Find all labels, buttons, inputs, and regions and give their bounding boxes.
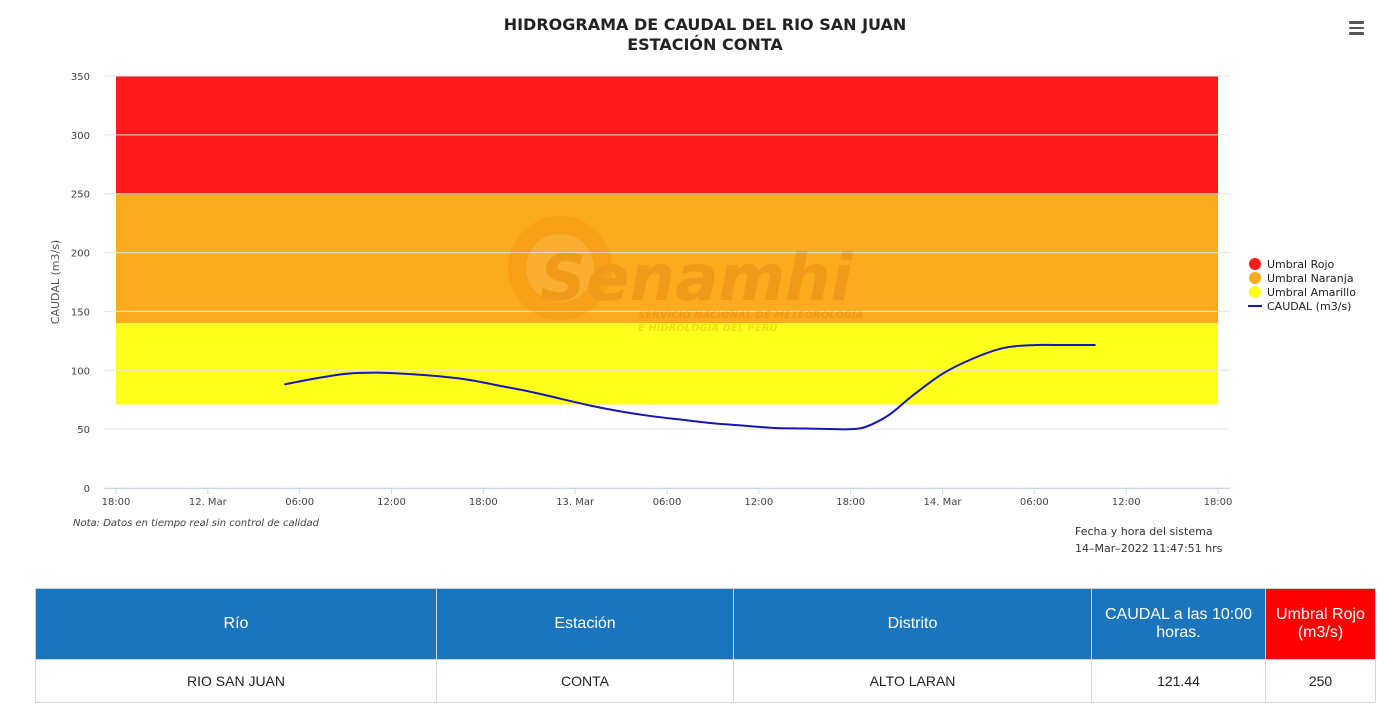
table-row: RIO SAN JUAN CONTA ALTO LARAN 121.44 250 [35,659,1376,703]
cell-caudal: 121.44 [1091,659,1266,703]
quality-note: Nota: Datos en tiempo real sin control d… [73,518,319,529]
x-tick-label: 12:00 [1112,497,1141,508]
x-tick-label: 12:00 [377,497,406,508]
x-tick-label: 06:00 [285,497,314,508]
header-distrito: Distrito [733,588,1092,660]
y-tick-label: 300 [71,131,90,142]
chart-subtitle: ESTACIÓN CONTA [627,35,783,54]
y-tick-label: 250 [71,190,90,201]
menu-bar [1348,32,1364,35]
header-estacion: Estación [436,588,734,660]
y-tick-label: 100 [71,366,90,377]
watermark-brand: Senamhi [540,242,854,316]
x-tick-label: 18:00 [1204,497,1233,508]
system-time: Fecha y hora del sistema 14–Mar–2022 11:… [1075,523,1222,557]
x-tick-label: 06:00 [653,497,682,508]
senamhi-watermark: Senamhi SERVICIO NACIONAL DE METEOROLOGÍ… [508,216,864,334]
x-tick-label: 12:00 [744,497,773,508]
cell-estacion: CONTA [436,659,734,703]
y-tick-label: 200 [71,249,90,260]
legend-label: CAUDAL (m3/s) [1267,300,1351,313]
chart-svg: HIDROGRAMA DE CAUDAL DEL RIO SAN JUAN ES… [49,15,1356,508]
legend-marker-2 [1249,286,1261,298]
system-time-label: Fecha y hora del sistema [1075,525,1213,538]
cell-umbral-rojo: 250 [1265,659,1376,703]
legend-marker-1 [1249,272,1261,284]
series-line-caudal [284,343,1096,431]
y-axis-title: CAUDAL (m3/s) [49,240,62,324]
menu-bar [1348,26,1364,29]
y-tick-label: 50 [77,425,90,436]
cell-distrito: ALTO LARAN [733,659,1092,703]
x-tick-label: 14. Mar [924,497,963,508]
x-tick-label: 06:00 [1020,497,1049,508]
y-tick-label: 350 [71,72,90,83]
menu-bar [1348,21,1364,24]
system-time-value: 14–Mar–2022 11:47:51 hrs [1075,542,1223,555]
threshold-band-1 [116,193,1218,324]
cell-rio: RIO SAN JUAN [35,659,437,703]
chart-area: HIDROGRAMA DE CAUDAL DEL RIO SAN JUAN ES… [49,14,1369,557]
x-tick-label: 13. Mar [556,497,595,508]
header-caudal: CAUDAL a las 10:00 horas. [1091,588,1266,660]
hamburger-menu-icon[interactable] [1343,14,1369,40]
x-tick-label: 18:00 [469,497,498,508]
legend-label: Umbral Naranja [1267,272,1354,285]
x-tick-label: 12. Mar [189,497,228,508]
x-tick-label: 18:00 [836,497,865,508]
station-info-table: Río Estación Distrito CAUDAL a las 10:00… [35,588,1376,703]
header-rio: Río [35,588,437,660]
watermark-line2: E HIDROLOGÍA DEL PERÚ [638,321,778,334]
y-tick-label: 0 [84,484,90,495]
threshold-band-2 [116,323,1218,405]
chart-title: HIDROGRAMA DE CAUDAL DEL RIO SAN JUAN [504,15,907,34]
legend-label: Umbral Amarillo [1267,286,1356,299]
watermark-line1: SERVICIO NACIONAL DE METEOROLOGÍA [638,308,864,321]
header-umbral-rojo: Umbral Rojo (m3/s) [1265,588,1376,660]
x-tick-label: 18:00 [102,497,131,508]
sun-logo-icon [508,216,612,320]
table-header-row: Río Estación Distrito CAUDAL a las 10:00… [35,588,1376,660]
legend-label: Umbral Rojo [1267,258,1335,271]
y-tick-label: 150 [71,307,90,318]
legend-marker-0 [1249,258,1261,270]
